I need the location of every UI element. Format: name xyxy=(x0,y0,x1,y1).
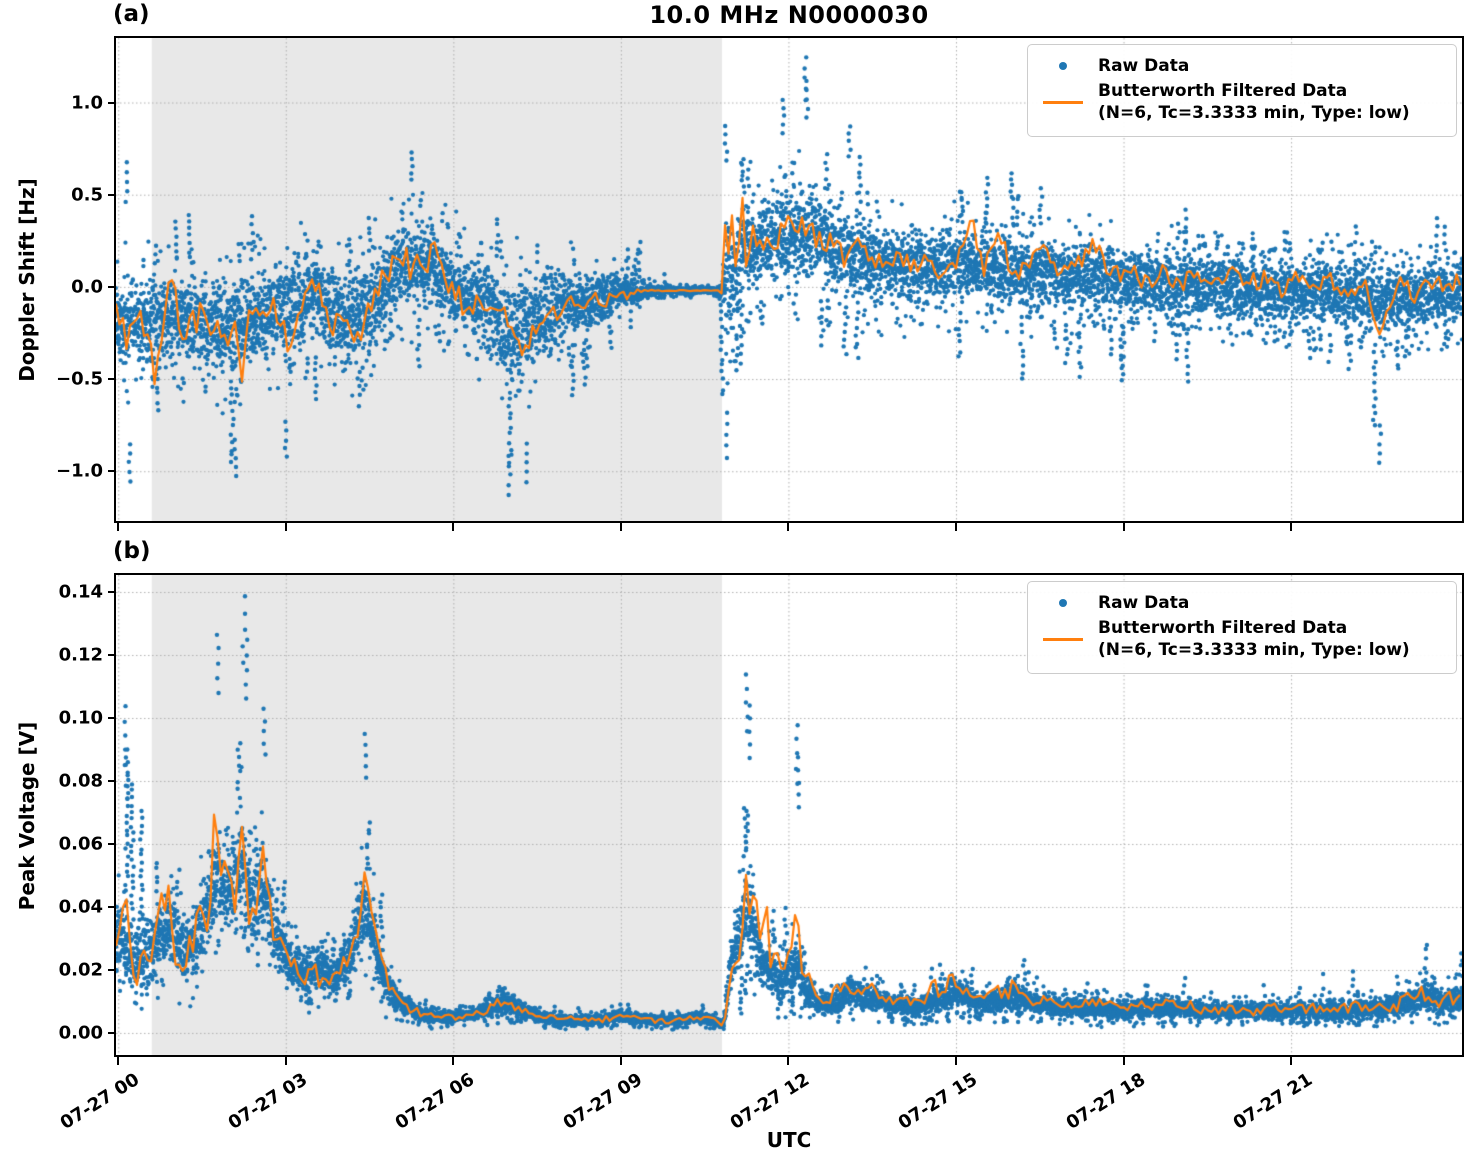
y-tick-mark xyxy=(108,101,116,104)
x-tick-mark xyxy=(117,523,120,531)
y-tick-label: −0.5 xyxy=(56,368,103,390)
y-tick-label: 1.0 xyxy=(71,92,103,114)
y-tick-mark xyxy=(108,193,116,196)
y-tick-mark xyxy=(108,905,116,908)
x-tick-mark xyxy=(1290,523,1293,531)
y-tick-label: 0.06 xyxy=(58,833,103,855)
x-tick-label: 07-27 12 xyxy=(727,1069,814,1134)
y-tick-label: 0.14 xyxy=(58,581,103,603)
x-tick-mark xyxy=(1290,1057,1293,1065)
panel-b-legend: Raw Data Butterworth Filtered Data (N=6,… xyxy=(1027,581,1457,675)
y-tick-mark xyxy=(108,470,116,473)
legend-raw-label: Raw Data xyxy=(1098,593,1190,613)
x-tick-mark xyxy=(1122,523,1125,531)
legend-filtered-label: Butterworth Filtered Data (N=6, Tc=3.333… xyxy=(1098,617,1410,661)
x-tick-mark xyxy=(452,523,455,531)
y-tick-label: 0.0 xyxy=(71,276,103,298)
x-tick-mark xyxy=(284,523,287,531)
y-tick-label: 0.00 xyxy=(58,1022,103,1044)
x-tick-label: 07-27 00 xyxy=(56,1069,144,1134)
legend-filtered-line2: (N=6, Tc=3.3333 min, Type: low) xyxy=(1098,640,1410,661)
x-tick-mark xyxy=(619,1057,622,1065)
y-tick-mark xyxy=(108,968,116,971)
y-tick-label: 0.08 xyxy=(58,770,103,792)
legend-filtered-line2: (N=6, Tc=3.3333 min, Type: low) xyxy=(1098,103,1410,124)
y-tick-label: 0.10 xyxy=(58,707,103,729)
legend-item-raw-data: Raw Data xyxy=(1040,592,1444,614)
panel-b-label: (b) xyxy=(113,538,151,564)
y-tick-mark xyxy=(108,842,116,845)
y-tick-mark xyxy=(108,716,116,719)
x-tick-mark xyxy=(954,523,957,531)
x-tick-label: 07-27 15 xyxy=(894,1069,982,1134)
x-tick-mark xyxy=(787,523,790,531)
x-tick-label: 07-27 03 xyxy=(224,1069,311,1134)
legend-filtered-label: Butterworth Filtered Data (N=6, Tc=3.333… xyxy=(1098,80,1410,124)
legend-filtered-line1: Butterworth Filtered Data xyxy=(1098,618,1348,639)
x-tick-mark xyxy=(1122,1057,1125,1065)
x-tick-mark xyxy=(787,1057,790,1065)
x-tick-label: 07-27 18 xyxy=(1062,1069,1149,1134)
figure-title: 10.0 MHz N0000030 xyxy=(649,1,929,29)
y-tick-mark xyxy=(108,378,116,381)
filtered-line-marker-icon xyxy=(1043,637,1083,641)
y-tick-label: 0.02 xyxy=(58,959,103,981)
legend-item-filtered-data: Butterworth Filtered Data (N=6, Tc=3.333… xyxy=(1040,617,1444,661)
x-tick-label: 07-27 21 xyxy=(1229,1069,1317,1134)
y-tick-mark xyxy=(108,285,116,288)
x-tick-mark xyxy=(117,1057,120,1065)
y-tick-mark xyxy=(108,1031,116,1034)
raw-data-marker-icon xyxy=(1059,599,1067,608)
y-tick-label: −1.0 xyxy=(56,460,103,482)
x-tick-label: 07-27 06 xyxy=(391,1069,479,1134)
panel-b-ylabel: Peak Voltage [V] xyxy=(15,721,39,911)
legend-filtered-line1: Butterworth Filtered Data xyxy=(1098,81,1348,102)
legend-item-raw-data: Raw Data xyxy=(1040,55,1444,77)
legend-raw-label: Raw Data xyxy=(1098,56,1190,76)
raw-data-marker-icon xyxy=(1059,62,1067,71)
x-tick-label: 07-27 09 xyxy=(559,1069,647,1134)
y-tick-mark xyxy=(108,591,116,593)
y-tick-mark xyxy=(108,779,116,782)
legend-item-filtered-data: Butterworth Filtered Data (N=6, Tc=3.333… xyxy=(1040,80,1444,124)
panel-a-legend: Raw Data Butterworth Filtered Data (N=6,… xyxy=(1027,44,1457,138)
x-tick-mark xyxy=(954,1057,957,1065)
y-tick-mark xyxy=(108,654,116,656)
y-tick-label: 0.04 xyxy=(58,896,103,918)
y-tick-label: 0.12 xyxy=(58,644,103,666)
x-tick-mark xyxy=(452,1057,455,1065)
panel-a-label: (a) xyxy=(113,1,150,27)
y-tick-label: 0.5 xyxy=(71,184,103,206)
x-tick-mark xyxy=(619,523,622,531)
filtered-line-marker-icon xyxy=(1043,100,1083,104)
x-axis-label: UTC xyxy=(766,1128,812,1152)
x-tick-mark xyxy=(284,1057,287,1065)
